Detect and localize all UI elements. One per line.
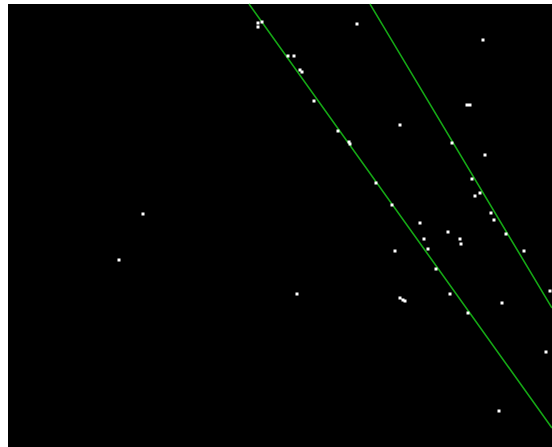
- scatter-point: [292, 54, 296, 58]
- scatter-point: [286, 54, 290, 58]
- scatter-point: [492, 218, 496, 222]
- scatter-point: [390, 203, 394, 207]
- scatter-point: [468, 103, 472, 107]
- scatter-point: [426, 247, 430, 251]
- scatter-point: [465, 103, 469, 107]
- scatter-point: [141, 212, 145, 216]
- scatter-point: [478, 191, 482, 195]
- scatter-point: [295, 292, 299, 296]
- fitted-line-2: [369, 3, 552, 309]
- scatter-point: [459, 242, 463, 246]
- scatter-point: [504, 232, 508, 236]
- scatter-point: [393, 249, 397, 253]
- scatter-point: [522, 249, 526, 253]
- scatter-point: [544, 350, 548, 354]
- scatter-point: [448, 292, 452, 296]
- scatter-point: [548, 289, 552, 293]
- scatter-point: [347, 140, 351, 144]
- scatter-point: [418, 221, 422, 225]
- fitted-lines-layer: [248, 3, 552, 429]
- scatter-point: [355, 22, 359, 26]
- scatter-point: [497, 409, 501, 413]
- scatter-point: [489, 211, 493, 215]
- fitted-line-1: [248, 3, 552, 429]
- scatter-point: [260, 20, 264, 24]
- scatter-point: [458, 237, 462, 241]
- scatter-point: [256, 25, 260, 29]
- scatter-point: [500, 301, 504, 305]
- plot-background: [8, 4, 552, 447]
- scatter-point: [422, 237, 426, 241]
- points-layer: [117, 20, 552, 413]
- scatter-point: [300, 70, 304, 74]
- scatter-point: [398, 123, 402, 127]
- scatter-point: [398, 296, 402, 300]
- scatter-point: [470, 177, 474, 181]
- scatter-point: [348, 142, 352, 146]
- scatter-point: [473, 194, 477, 198]
- scatter-point: [401, 298, 405, 302]
- scatter-point: [336, 129, 340, 133]
- scatter-point: [256, 21, 260, 25]
- scatter-point: [298, 68, 302, 72]
- scatter-point: [117, 258, 121, 262]
- scatter-point: [446, 230, 450, 234]
- scatter-point: [450, 141, 454, 145]
- scatter-point: [481, 38, 485, 42]
- scatter-point: [374, 181, 378, 185]
- scatter-point: [403, 299, 407, 303]
- scatter-point: [434, 267, 438, 271]
- scatter-point: [483, 153, 487, 157]
- scatter-point: [312, 99, 316, 103]
- scatter-point: [466, 311, 470, 315]
